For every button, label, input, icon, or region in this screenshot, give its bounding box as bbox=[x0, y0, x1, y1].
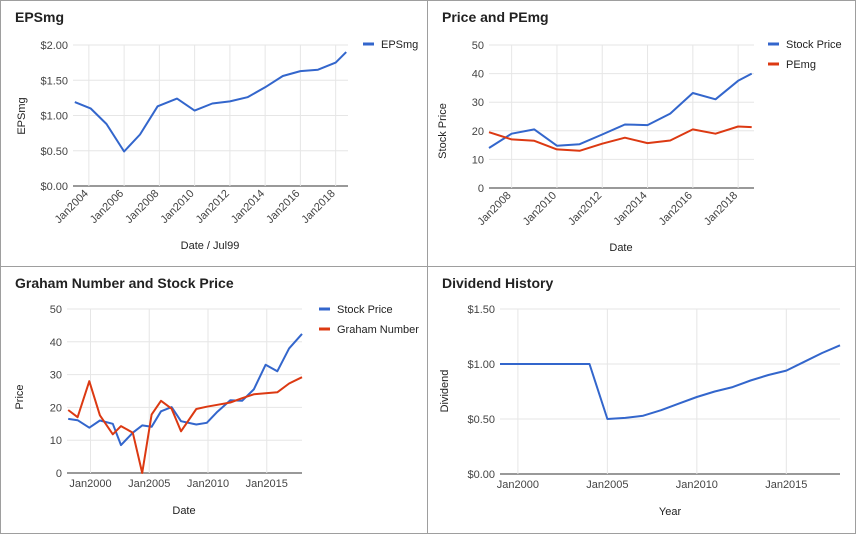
series-line-pemg bbox=[488, 125, 752, 152]
chart-panel-graham: Graham Number and Stock Price 0 10 20 30 40 5… bbox=[0, 266, 428, 534]
y-tick-label: $1.50 bbox=[467, 304, 495, 316]
series-line-dividend bbox=[500, 344, 841, 420]
x-tick-label: Jan2010 bbox=[676, 479, 718, 491]
legend-label: EPSmg bbox=[381, 39, 418, 51]
x-tick-label: Jan2014 bbox=[229, 188, 267, 226]
chart-svg: $0.00$0.50$1.00$1.50$2.00Jan2004Jan2006J… bbox=[16, 39, 418, 252]
x-tick-label: Jan2004 bbox=[53, 188, 91, 226]
y-tick-label: 40 bbox=[50, 337, 62, 349]
series-line-graham-number bbox=[67, 376, 303, 474]
x-tick-label: Jan2005 bbox=[128, 478, 170, 490]
x-tick-label: Jan2015 bbox=[765, 479, 807, 491]
x-tick-label: Jan2018 bbox=[702, 190, 740, 228]
chart-title: Graham Number and Stock Price bbox=[15, 275, 234, 291]
y-axis-label: Dividend bbox=[439, 370, 451, 413]
x-tick-label: Jan2016 bbox=[657, 190, 695, 228]
x-tick-label: Jan2010 bbox=[187, 478, 229, 490]
x-tick-label: Jan2014 bbox=[611, 190, 649, 228]
x-tick-label: Jan2018 bbox=[299, 188, 337, 226]
y-axis-label: EPSmg bbox=[16, 97, 28, 134]
chart-panel-dividend: Dividend History $0.00 $0.50 $1.00 $1.50 Jan… bbox=[427, 266, 856, 534]
chart-svg: $0.00 $0.50 $1.00 $1.50 Jan2000 Jan2005 Jan201… bbox=[439, 304, 841, 518]
y-tick-label: 50 bbox=[472, 40, 484, 52]
y-tick-label: 20 bbox=[50, 402, 62, 414]
legend-label: Stock Price bbox=[786, 39, 842, 51]
y-tick-label: $0.00 bbox=[467, 469, 495, 481]
x-tick-label: Jan2012 bbox=[566, 190, 604, 228]
y-tick-label: 20 bbox=[472, 126, 484, 138]
x-tick-label: Jan2015 bbox=[246, 478, 288, 490]
x-tick-label: Jan2010 bbox=[521, 190, 559, 228]
chart-title: Dividend History bbox=[442, 275, 554, 291]
y-tick-label: 30 bbox=[50, 370, 62, 382]
series-line-stock-price bbox=[68, 333, 303, 447]
x-tick-label: Jan2008 bbox=[475, 190, 513, 228]
y-tick-label: 0 bbox=[478, 183, 484, 195]
y-tick-label: $1.00 bbox=[467, 359, 495, 371]
chart-panel-price-pemg: Price and PEmg 0 10 20 30 40 50 Jan2008 Jan2010… bbox=[427, 0, 856, 267]
chart-svg: 0 10 20 30 40 50 Jan2000 Jan2005 Jan2010 Jan2015 D… bbox=[14, 304, 419, 517]
x-axis-label: Date bbox=[609, 242, 632, 254]
y-tick-label: 40 bbox=[472, 69, 484, 81]
x-tick-label: Jan2005 bbox=[586, 479, 628, 491]
x-axis-label: Date / Jul99 bbox=[181, 240, 240, 252]
series-line-epsmg bbox=[74, 51, 347, 153]
x-tick-label: Jan2008 bbox=[123, 188, 161, 226]
y-tick-label: $0.00 bbox=[40, 181, 68, 193]
chart-title: Price and PEmg bbox=[442, 9, 549, 25]
y-tick-label: $1.00 bbox=[40, 111, 68, 123]
x-tick-label: Jan2010 bbox=[158, 188, 196, 226]
y-tick-label: $0.50 bbox=[467, 414, 495, 426]
x-tick-label: Jan2006 bbox=[88, 188, 126, 226]
y-axis-label: Price bbox=[14, 384, 26, 409]
chart-panel-epsmg: EPSmg $0.00 $0.50 $1.00 $1.50 $2.00 Jan2004 Ja… bbox=[0, 0, 428, 267]
x-axis-label: Date bbox=[172, 505, 195, 517]
legend-label: PEmg bbox=[786, 59, 816, 71]
legend-label: Stock Price bbox=[337, 304, 393, 316]
x-tick-label: Jan2000 bbox=[69, 478, 111, 490]
x-tick-label: Jan2016 bbox=[264, 188, 302, 226]
y-axis-label: Stock Price bbox=[437, 103, 449, 159]
y-tick-label: 30 bbox=[472, 97, 484, 109]
chart-title: EPSmg bbox=[15, 9, 65, 25]
y-tick-label: $1.50 bbox=[40, 75, 68, 87]
legend-label: Graham Number bbox=[337, 324, 419, 336]
x-tick-label: Jan2012 bbox=[194, 188, 232, 226]
y-tick-label: $2.00 bbox=[40, 40, 68, 52]
x-axis-label: Year bbox=[659, 506, 682, 518]
series-line-stock-price bbox=[488, 72, 753, 149]
y-tick-label: 10 bbox=[50, 435, 62, 447]
y-tick-label: 0 bbox=[56, 468, 62, 480]
y-tick-label: $0.50 bbox=[40, 146, 68, 158]
y-tick-label: 10 bbox=[472, 154, 484, 166]
x-tick-label: Jan2000 bbox=[497, 479, 539, 491]
y-tick-label: 50 bbox=[50, 304, 62, 316]
